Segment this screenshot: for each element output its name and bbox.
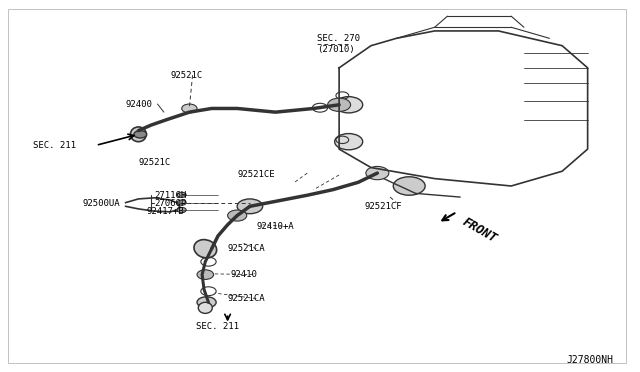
Circle shape (335, 97, 363, 113)
Circle shape (328, 98, 351, 112)
Text: 92521C: 92521C (170, 71, 202, 80)
Text: 92521CE: 92521CE (237, 170, 275, 179)
Text: 92410+A: 92410+A (256, 222, 294, 231)
Text: 27116H: 27116H (154, 191, 187, 200)
Circle shape (182, 104, 197, 113)
Circle shape (177, 192, 186, 198)
Circle shape (228, 210, 246, 221)
Ellipse shape (131, 127, 147, 142)
Circle shape (177, 200, 186, 205)
Ellipse shape (198, 302, 212, 313)
Ellipse shape (194, 240, 216, 258)
Circle shape (177, 208, 186, 212)
Circle shape (134, 131, 147, 138)
Text: 92410: 92410 (231, 270, 258, 279)
Text: 92521CA: 92521CA (228, 244, 265, 253)
Text: 27060P: 27060P (154, 199, 187, 208)
Text: 92521CF: 92521CF (365, 202, 402, 211)
Text: SEC. 270
(27010): SEC. 270 (27010) (317, 34, 360, 54)
Circle shape (335, 134, 363, 150)
Circle shape (197, 270, 214, 279)
Text: 92400: 92400 (125, 100, 152, 109)
Text: FRONT: FRONT (460, 215, 499, 245)
Text: 92417+B: 92417+B (147, 207, 184, 217)
Text: SEC. 211: SEC. 211 (33, 141, 76, 150)
Circle shape (237, 199, 262, 214)
Text: 92521C: 92521C (138, 157, 171, 167)
Text: J27800NH: J27800NH (566, 355, 613, 365)
Text: 92521CA: 92521CA (228, 294, 265, 303)
Circle shape (197, 297, 216, 308)
Text: 92500UA: 92500UA (83, 199, 120, 208)
Circle shape (366, 166, 389, 180)
Text: SEC. 211: SEC. 211 (196, 322, 239, 331)
Circle shape (394, 177, 425, 195)
